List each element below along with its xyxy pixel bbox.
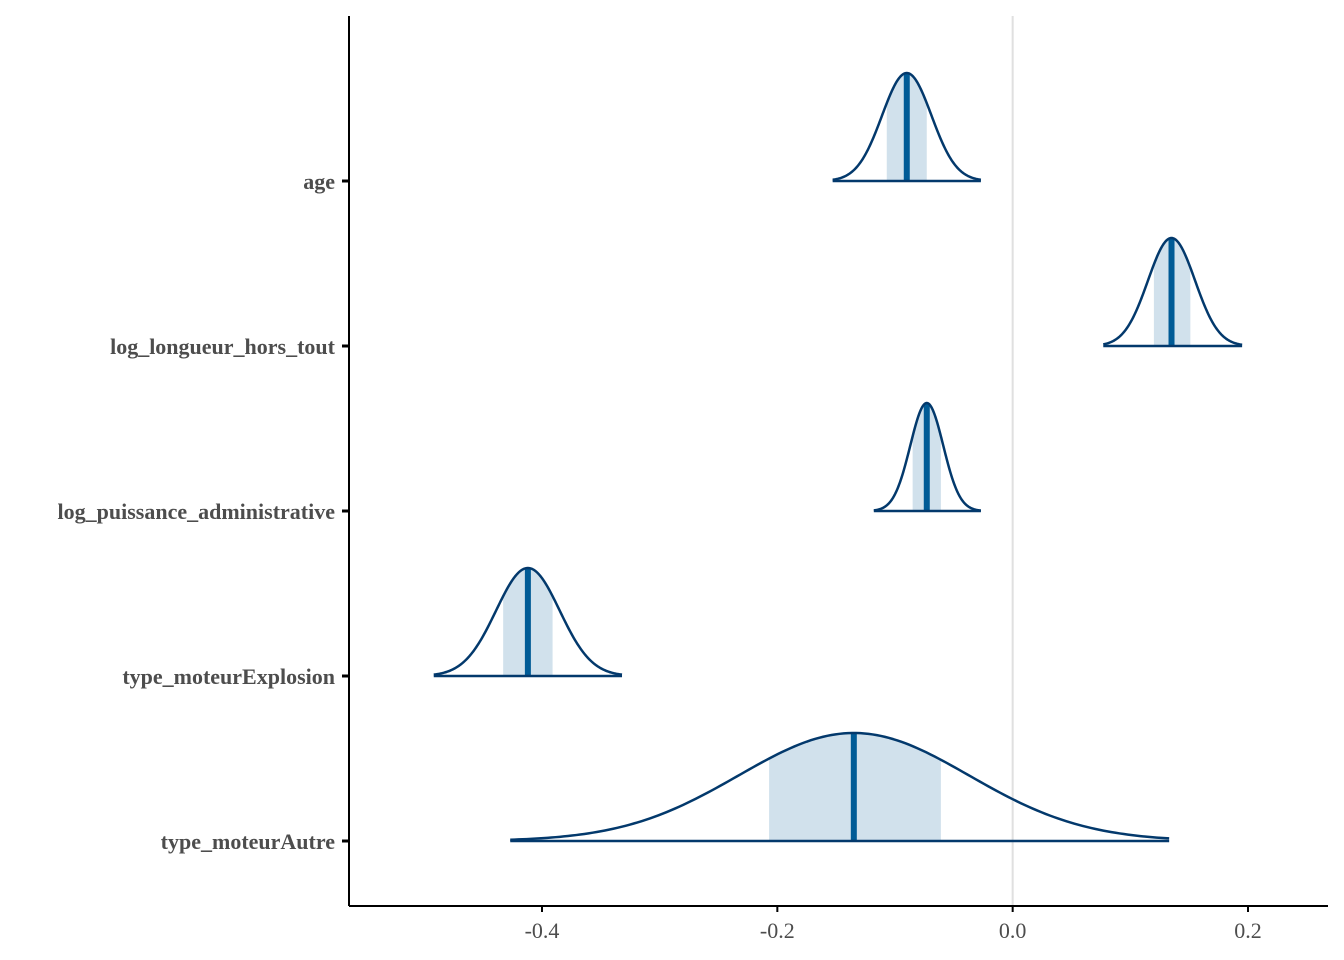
- density-outline-log_puissance_administrative: [873, 401, 982, 512]
- ytick-label-log_puissance_administrative: log_puissance_administrative: [58, 499, 336, 524]
- ridge-type_moteurExplosion: [433, 566, 623, 678]
- ridge-log_longueur_hors_tout: [1102, 236, 1243, 348]
- ridge-type_moteurAutre: [510, 731, 1170, 843]
- density-ridges-layer: [433, 71, 1243, 843]
- density-outline-age: [832, 71, 982, 182]
- density-outline-type_moteurAutre: [510, 731, 1170, 841]
- xtick-label--0.4: -0.4: [525, 918, 560, 943]
- ytick-label-age: age: [303, 169, 335, 194]
- ridge-log_puissance_administrative: [873, 401, 982, 513]
- xtick-label-0.2: 0.2: [1234, 918, 1262, 943]
- ytick-label-log_longueur_hors_tout: log_longueur_hors_tout: [110, 334, 336, 359]
- density-outline-type_moteurExplosion: [433, 566, 623, 676]
- ridge-age: [832, 71, 982, 183]
- axes-layer: age log_longueur_hors_tout log_puissance_a…: [58, 16, 1328, 943]
- ytick-label-type_moteurExplosion: type_moteurExplosion: [122, 664, 335, 689]
- xtick-label-0.0: 0.0: [999, 918, 1027, 943]
- xtick-label--0.2: -0.2: [760, 918, 795, 943]
- density-outline-log_longueur_hors_tout: [1102, 236, 1243, 347]
- ytick-label-type_moteurAutre: type_moteurAutre: [161, 829, 336, 854]
